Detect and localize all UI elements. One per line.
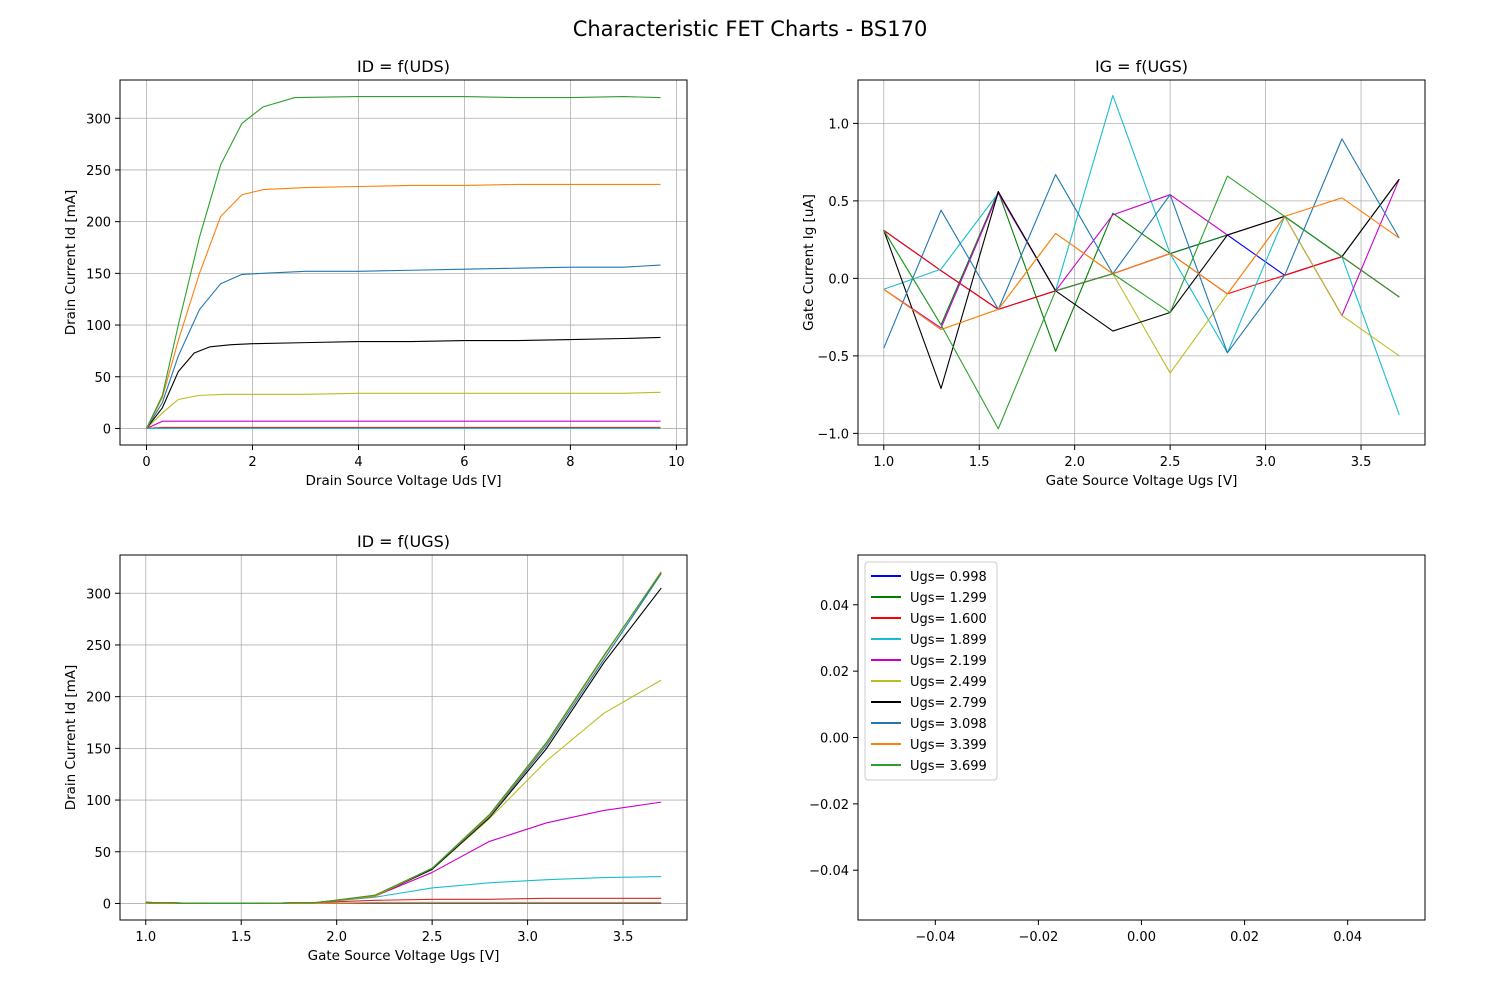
- y-tick-label: 250: [86, 164, 111, 179]
- x-tick-label: 2.5: [422, 930, 443, 945]
- chart-title: ID = f(UGS): [357, 532, 450, 551]
- y-tick-label: 200: [86, 216, 111, 231]
- x-tick-label: 1.5: [969, 455, 990, 470]
- series-line-10: [883, 175, 1400, 430]
- x-tick-label: 3.0: [1255, 455, 1276, 470]
- legend-label: Ugs= 2.799: [910, 696, 987, 711]
- y-tick-label: −0.04: [809, 864, 849, 879]
- axes-frame: [119, 79, 688, 446]
- y-axis-label: Gate Current Ig [uA]: [801, 194, 817, 331]
- y-tick-label: −0.02: [809, 798, 849, 813]
- y-tick-label: 300: [86, 112, 111, 127]
- series-line-10: [145, 572, 662, 905]
- x-tick-label: 2.0: [1064, 455, 1085, 470]
- x-tick-label: 3.5: [1351, 455, 1372, 470]
- series-line-5: [146, 420, 661, 429]
- x-axis-label: Gate Source Voltage Ugs [V]: [308, 948, 500, 964]
- series-line-9: [146, 183, 661, 429]
- figure-title: Characteristic FET Charts - BS170: [573, 17, 928, 41]
- series-line-6: [146, 391, 661, 429]
- y-tick-label: 150: [86, 742, 111, 757]
- legend-label: Ugs= 1.600: [910, 612, 987, 627]
- y-tick-label: 0.04: [820, 599, 849, 614]
- series-group: [145, 571, 662, 905]
- y-tick-label: 150: [86, 267, 111, 282]
- x-tick-label: 10: [668, 455, 685, 470]
- x-tick-label: 0: [142, 455, 150, 470]
- x-tick-label: 4: [354, 455, 362, 470]
- y-tick-label: −0.5: [817, 350, 849, 365]
- x-axis-label: Gate Source Voltage Ugs [V]: [1046, 473, 1238, 489]
- legend: Ugs= 0.998 Ugs= 1.299 Ugs= 1.600 Ugs= 1.899…: [864, 561, 998, 781]
- y-axis-label: Drain Current Id [mA]: [63, 190, 79, 336]
- y-tick-label: 0.00: [820, 732, 849, 747]
- legend-label: Ugs= 3.399: [910, 738, 987, 753]
- x-tick-label: 6: [460, 455, 468, 470]
- legend-label: Ugs= 3.098: [910, 717, 987, 732]
- x-tick-label: 2.0: [326, 930, 347, 945]
- chart-title: IG = f(UGS): [1095, 57, 1188, 76]
- series-line-7: [146, 336, 661, 429]
- series-group: [146, 95, 661, 430]
- x-tick-label: 2.5: [1160, 455, 1181, 470]
- x-tick-label: 3.0: [517, 930, 538, 945]
- legend-label: Ugs= 1.299: [910, 591, 987, 606]
- y-tick-label: 50: [94, 846, 111, 861]
- y-tick-label: 100: [86, 319, 111, 334]
- series-line-10: [146, 95, 661, 429]
- chart-title: ID = f(UDS): [357, 57, 450, 76]
- x-tick-label: 3.5: [613, 930, 634, 945]
- x-tick-label: 2: [248, 455, 256, 470]
- legend-label: Ugs= 1.899: [910, 633, 987, 648]
- y-tick-label: 0: [103, 897, 111, 912]
- chart-legend_panel: −0.04 −0.02 0.00 0.02 0.04 −0.04 −0.02 0.00 0.02…: [809, 554, 1426, 945]
- legend-box: [864, 561, 998, 781]
- legend-label: Ugs= 3.699: [910, 759, 987, 774]
- series-group: [883, 94, 1400, 430]
- legend-label: Ugs= 2.199: [910, 654, 987, 669]
- series-line-8: [146, 264, 661, 429]
- y-tick-label: 0.02: [820, 665, 849, 680]
- legend-label: Ugs= 2.499: [910, 675, 987, 690]
- y-tick-label: 100: [86, 794, 111, 809]
- y-tick-label: 250: [86, 639, 111, 654]
- y-tick-label: 0.0: [828, 272, 849, 287]
- axes-frame: [119, 554, 688, 921]
- series-line-3: [146, 426, 661, 430]
- y-tick-label: −1.0: [817, 427, 849, 442]
- y-tick-label: 300: [86, 587, 111, 602]
- y-axis-label: Drain Current Id [mA]: [63, 665, 79, 811]
- x-tick-label: 1.0: [873, 455, 894, 470]
- y-tick-label: 0.5: [828, 195, 849, 210]
- series-line-9: [883, 197, 1400, 331]
- legend-label: Ugs= 0.998: [910, 570, 987, 585]
- x-tick-label: 1.5: [231, 930, 252, 945]
- y-tick-label: 200: [86, 691, 111, 706]
- y-tick-label: 0: [103, 422, 111, 437]
- x-tick-label: −0.02: [1018, 930, 1058, 945]
- x-tick-label: 0.02: [1230, 930, 1259, 945]
- x-tick-label: 8: [566, 455, 574, 470]
- chart-ig_ugs: 1.0 1.5 2.0 2.5 3.0 3.5 −1.0 −0.5 0.0 0.5 1.0 IG = …: [801, 57, 1426, 489]
- x-tick-label: 0.04: [1333, 930, 1362, 945]
- y-tick-label: 50: [94, 371, 111, 386]
- x-tick-label: −0.04: [915, 930, 955, 945]
- x-tick-label: 0.00: [1127, 930, 1156, 945]
- x-tick-label: 1.0: [135, 930, 156, 945]
- axes-frame: [857, 79, 1426, 446]
- y-tick-label: 1.0: [828, 117, 849, 132]
- chart-id_ugs: 1.0 1.5 2.0 2.5 3.0 3.5 0 50 100 150 200 250 300 ID =…: [63, 532, 688, 964]
- x-axis-label: Drain Source Voltage Uds [V]: [306, 473, 502, 489]
